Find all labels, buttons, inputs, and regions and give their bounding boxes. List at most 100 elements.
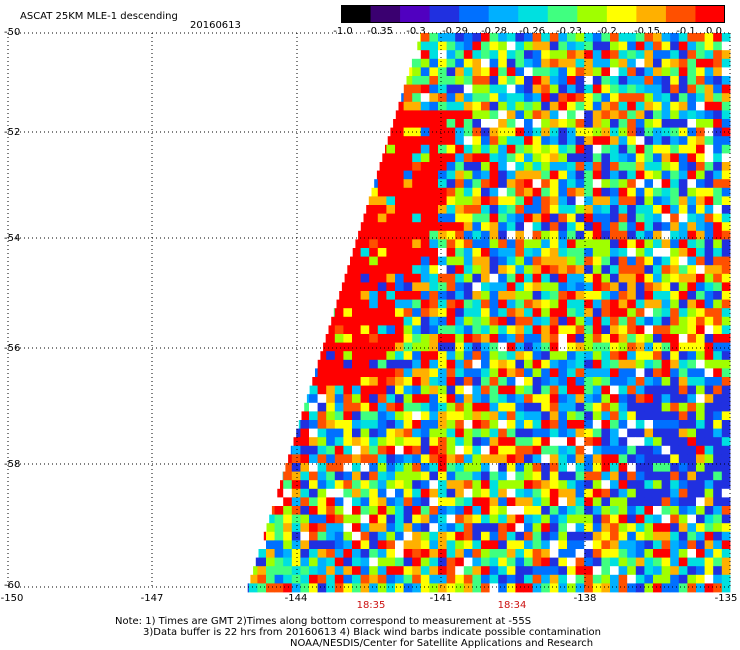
swath-cell <box>446 428 456 438</box>
swath-cell <box>661 514 671 524</box>
swath-cell <box>644 170 653 180</box>
swath-cell <box>704 385 714 395</box>
swath-cell <box>403 488 413 498</box>
swath-cell <box>350 256 352 266</box>
swath-cell <box>695 411 705 421</box>
swath-cell <box>549 41 559 51</box>
swath-cell <box>301 411 309 421</box>
swath-cell <box>687 308 696 318</box>
swath-cell <box>532 342 542 352</box>
swath-cell <box>325 385 335 395</box>
swath-cell <box>317 574 327 584</box>
swath-cell <box>592 213 602 223</box>
swath-cell <box>386 463 395 472</box>
swath-cell <box>669 144 679 154</box>
swath-cell <box>635 144 645 154</box>
swath-cell <box>454 574 464 584</box>
swath-cell <box>575 248 585 257</box>
swath-cell <box>549 256 559 266</box>
swath-cell <box>334 445 344 455</box>
swath-cell <box>549 110 559 120</box>
swath-cell <box>480 351 490 361</box>
swath-cell <box>661 187 671 197</box>
swath-cell <box>463 583 473 593</box>
swath-cell <box>704 84 714 94</box>
swath-cell <box>549 144 559 154</box>
swath-cell <box>343 334 352 343</box>
swath-cell <box>704 402 714 412</box>
swath-cell <box>669 127 679 137</box>
swath-cell <box>325 463 335 472</box>
swath-cell <box>583 153 593 163</box>
swath-cell <box>558 574 567 584</box>
swath-cell <box>687 33 696 42</box>
swath-cell <box>575 153 585 163</box>
swath-cell <box>446 127 456 137</box>
swath-cell <box>687 428 696 438</box>
swath-cell <box>566 299 576 309</box>
swath-cell <box>549 136 559 146</box>
swath-cell <box>669 574 679 584</box>
swath-cell <box>282 549 292 558</box>
swath-cell <box>549 377 559 386</box>
swath-cell <box>377 514 387 524</box>
swath-cell <box>609 359 619 369</box>
swath-cell <box>609 248 619 257</box>
swath-cell <box>583 230 593 240</box>
swath-cell <box>489 463 499 472</box>
swath-cell <box>480 222 490 232</box>
swath-cell <box>506 50 516 60</box>
swath-cell <box>626 93 636 103</box>
swath-cell <box>695 58 705 68</box>
colorbar-segment <box>518 5 549 23</box>
swath-cell <box>601 273 610 283</box>
swath-cell <box>300 574 309 584</box>
swath-cell <box>695 359 705 369</box>
swath-cell <box>661 402 671 412</box>
swath-cell <box>549 557 559 567</box>
swath-cell <box>277 488 284 498</box>
swath-cell <box>317 497 327 507</box>
swath-cell <box>592 187 602 197</box>
swath-cell <box>540 136 550 146</box>
swath-cell <box>454 187 464 197</box>
swath-cell <box>515 33 524 42</box>
swath-cell <box>558 291 567 300</box>
swath-cell <box>429 144 438 154</box>
swath-cell <box>497 205 507 214</box>
swath-cell <box>489 549 499 558</box>
swath-cell <box>592 282 602 292</box>
swath-cell <box>704 463 714 472</box>
swath-cell <box>515 58 524 68</box>
swath-cell <box>712 574 722 584</box>
swath-cell <box>540 437 550 447</box>
swath-cell <box>540 213 550 223</box>
swath-cell <box>592 144 602 154</box>
swath-cell <box>626 162 636 171</box>
swath-cell <box>635 377 645 386</box>
swath-cell <box>583 162 593 171</box>
swath-cell <box>635 196 645 206</box>
swath-cell <box>454 359 464 369</box>
swath-cell <box>411 119 421 128</box>
swath-cell <box>411 334 421 343</box>
swath-cell <box>437 325 447 335</box>
swath-cell <box>601 488 610 498</box>
swath-cell <box>635 93 645 103</box>
swath-cell <box>566 445 576 455</box>
swath-cell <box>661 179 671 189</box>
swath-cell <box>394 144 404 154</box>
swath-cell <box>618 428 628 438</box>
swath-cell <box>635 402 645 412</box>
swath-cell <box>661 342 671 352</box>
swath-cell <box>721 222 731 232</box>
swath-cell <box>282 523 292 533</box>
swath-cell <box>308 480 318 490</box>
swath-cell <box>558 179 567 189</box>
swath-cell <box>695 308 705 318</box>
swath-cell <box>669 119 679 128</box>
swath-cell <box>308 583 318 593</box>
swath-cell <box>472 454 481 464</box>
swath-cell <box>429 445 438 455</box>
swath-cell <box>472 402 481 412</box>
